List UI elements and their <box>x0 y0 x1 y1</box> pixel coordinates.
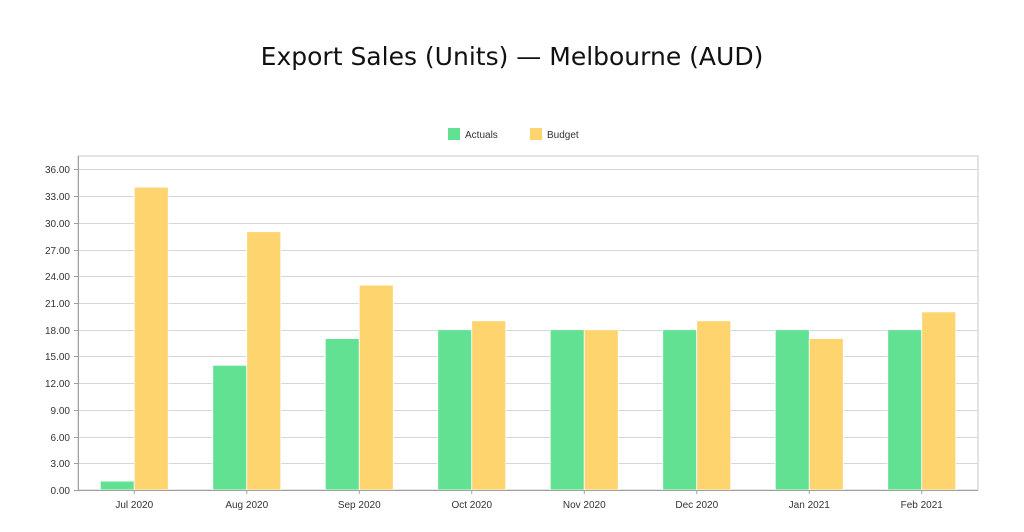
y-tick-label: 30.00 <box>45 219 70 230</box>
bar-budget-dec-2020 <box>696 320 732 491</box>
bar-actuals-nov-2020 <box>549 329 585 491</box>
x-tick-label: Nov 2020 <box>563 500 606 511</box>
legend-swatch <box>530 128 542 140</box>
y-axis: 0.00 3.00 6.00 9.00 12.00 15.00 18.00 21.00 24.0… <box>45 156 79 497</box>
legend-label: Actuals <box>465 130 498 141</box>
y-tick-label: 18.00 <box>45 326 70 337</box>
legend: Actuals Budget <box>448 128 579 141</box>
x-tick-label: Aug 2020 <box>225 500 268 511</box>
y-tick-label: 15.00 <box>45 352 70 363</box>
bar-budget-sep-2020 <box>358 284 394 491</box>
chart-title: Export Sales (Units) — Melbourne (AUD) <box>260 42 764 71</box>
y-tick-label: 21.00 <box>45 299 70 310</box>
y-tick-label: 12.00 <box>45 379 70 390</box>
y-tick-label: 3.00 <box>51 459 71 470</box>
legend-item-budget: Budget <box>530 128 579 141</box>
bar-actuals-jul-2020 <box>99 480 135 491</box>
bar-budget-jan-2021 <box>808 338 844 491</box>
bar-budget-jul-2020 <box>133 186 169 491</box>
bars <box>99 186 957 491</box>
bar-actuals-jan-2021 <box>774 329 810 491</box>
x-tick-label: Oct 2020 <box>451 500 492 511</box>
bar-actuals-aug-2020 <box>212 364 248 491</box>
y-tick-label: 24.00 <box>45 272 70 283</box>
bar-budget-feb-2021 <box>921 311 957 491</box>
x-tick-label: Dec 2020 <box>675 500 718 511</box>
bar-budget-aug-2020 <box>246 231 282 491</box>
bar-actuals-sep-2020 <box>324 338 360 491</box>
x-tick-label: Feb 2021 <box>901 500 944 511</box>
bar-actuals-feb-2021 <box>887 329 923 491</box>
y-tick-label: 27.00 <box>45 246 70 257</box>
bar-actuals-oct-2020 <box>437 329 473 491</box>
y-tick-label: 36.00 <box>45 165 70 176</box>
y-tick-label: 9.00 <box>51 406 71 417</box>
x-axis: Jul 2020 Aug 2020 Sep 2020 Oct 2020 Nov 2020… <box>78 490 978 511</box>
y-tick-label: 0.00 <box>51 486 71 497</box>
x-tick-label: Jul 2020 <box>115 500 153 511</box>
y-tick-label: 33.00 <box>45 192 70 203</box>
bar-budget-oct-2020 <box>471 320 507 491</box>
y-tick-label: 6.00 <box>51 433 71 444</box>
bar-actuals-dec-2020 <box>662 329 698 491</box>
x-tick-label: Sep 2020 <box>338 500 381 511</box>
legend-item-actuals: Actuals <box>448 128 498 141</box>
legend-label: Budget <box>547 130 579 141</box>
x-tick-label: Jan 2021 <box>789 500 831 511</box>
bar-budget-nov-2020 <box>583 329 619 491</box>
legend-swatch <box>448 128 460 140</box>
